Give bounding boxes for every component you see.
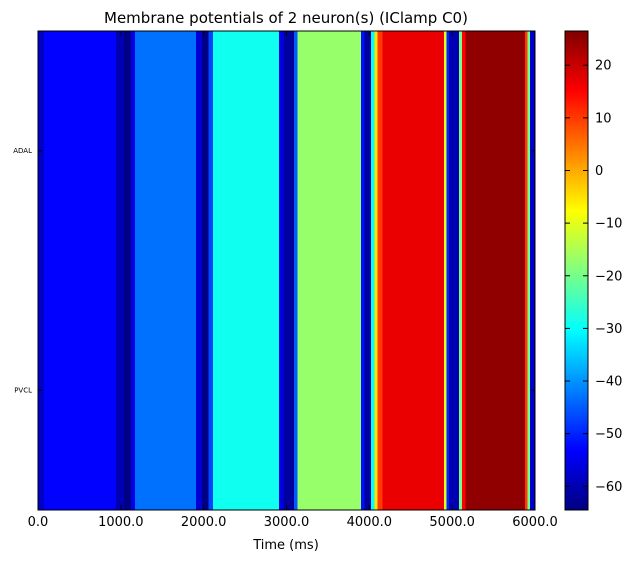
colorbar-tick-label: −30 (595, 322, 622, 337)
y-row-label: PVCL (14, 386, 32, 394)
colorbar-tick-label: 20 (595, 59, 612, 74)
heatmap-row-adal (38, 31, 535, 271)
chart-title: Membrane potentials of 2 neuron(s) (ICla… (104, 9, 468, 27)
colorbar-ticks: −60 −50 −40 −30 −20 −10 0 10 20 (565, 59, 622, 495)
colorbar-gradient (564, 30, 589, 511)
x-axis-ticks: 0.0 1000.0 2000.0 3000.0 4000.0 5000.0 6000.0 (28, 31, 558, 530)
colorbar-tick-label: −60 (595, 480, 622, 495)
x-tick-label: 0.0 (28, 515, 49, 530)
colorbar-tick-label: 0 (595, 164, 603, 179)
x-tick-label: 2000.0 (181, 515, 227, 530)
x-tick-label: 4000.0 (347, 515, 393, 530)
colorbar-tick-label: −10 (595, 217, 622, 232)
colorbar-tick-label: −20 (595, 269, 622, 284)
x-tick-label: 1000.0 (98, 515, 144, 530)
colorbar-tick-label: −50 (595, 427, 622, 442)
x-axis-label: Time (ms) (252, 538, 319, 553)
x-tick-label: 6000.0 (512, 515, 558, 530)
heatmap-row-pvcl (38, 270, 535, 510)
x-tick-label: 3000.0 (264, 515, 310, 530)
colorbar (564, 30, 589, 511)
colorbar-tick-label: 10 (595, 111, 612, 126)
x-tick-label: 5000.0 (429, 515, 475, 530)
y-axis-row-labels: ADAL PVCL (13, 147, 535, 394)
colorbar-tick-label: −40 (595, 375, 622, 390)
y-row-label: ADAL (13, 147, 32, 155)
heatmap-plot-area (37, 30, 536, 511)
